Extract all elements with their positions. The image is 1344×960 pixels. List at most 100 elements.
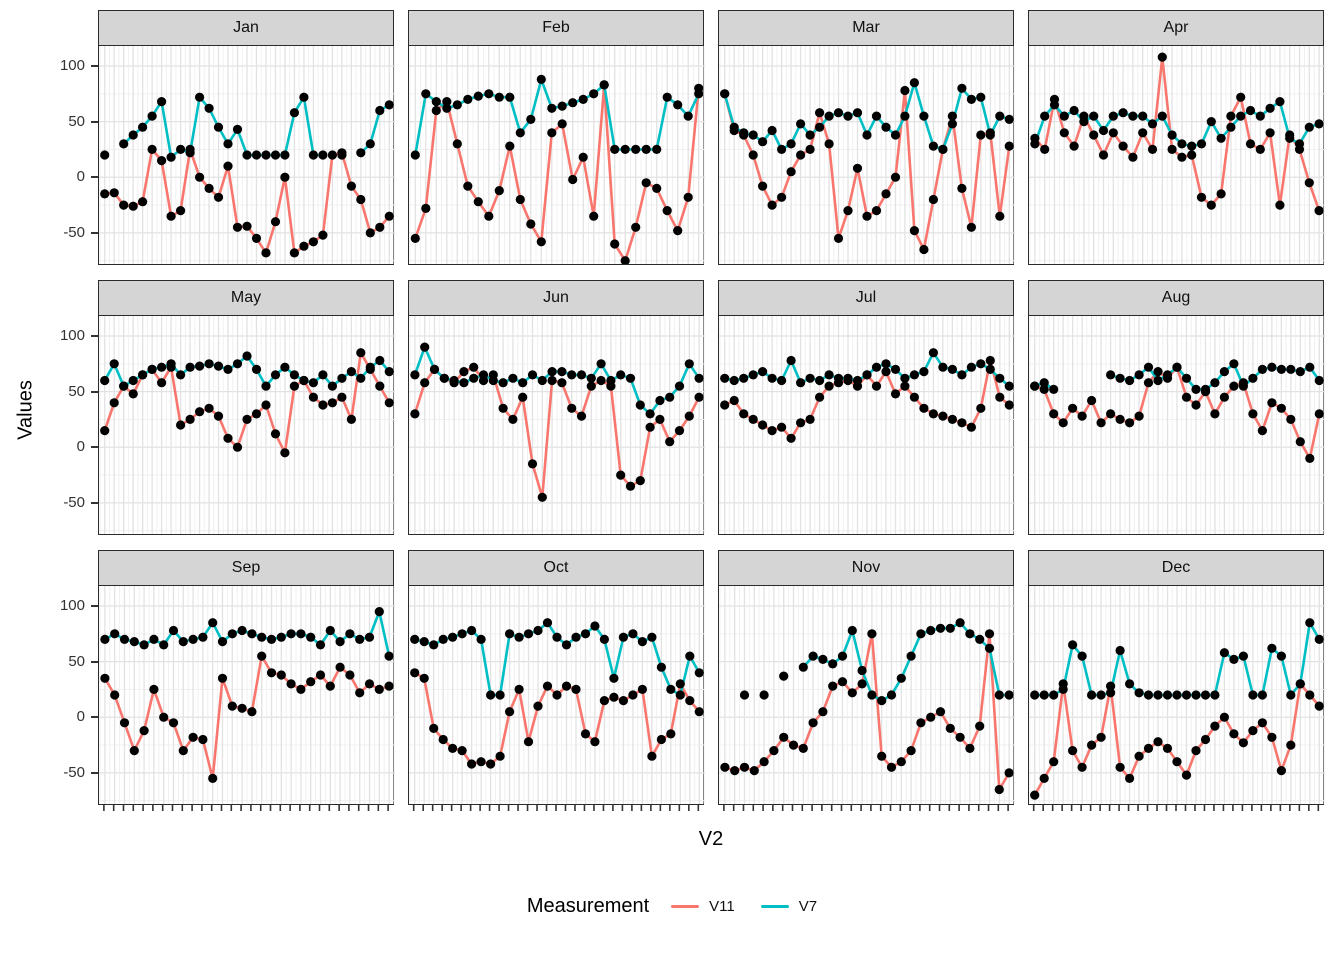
y-tick-label: -50 (63, 493, 85, 511)
facet-strip: Nov (718, 550, 1014, 586)
legend-label: V7 (798, 898, 818, 915)
y-tick-label: 50 (68, 652, 85, 670)
facet-oct: Oct (408, 550, 705, 813)
legend-item-v7: V7 (760, 898, 818, 915)
facet-panel (408, 315, 705, 535)
facet-plot (1029, 46, 1325, 264)
y-tick-label: 100 (59, 597, 85, 615)
facet-strip: Mar (718, 10, 1014, 46)
facet-label: Jun (543, 289, 569, 306)
y-tick-mark (91, 501, 98, 504)
facet-panel (718, 45, 1015, 265)
y-axis-row-1: 100 50 0 -50 (0, 10, 98, 265)
y-tick-mark (91, 231, 98, 234)
y-tick-mark (91, 771, 98, 774)
facet-dec: Dec (1028, 550, 1325, 813)
y-tick-label: 0 (76, 708, 85, 726)
facet-label: Dec (1161, 559, 1191, 576)
facet-plot (409, 316, 705, 534)
facet-label: Nov (851, 559, 881, 576)
facet-plot (719, 316, 1015, 534)
facet-jun: Jun (408, 280, 705, 535)
y-tick-label: 100 (59, 57, 85, 75)
legend: Measurement V11 V7 (0, 895, 1344, 918)
y-tick-mark (91, 120, 98, 123)
facet-plot (99, 586, 395, 804)
x-axis-ticks (408, 805, 704, 813)
y-tick-mark (91, 660, 98, 663)
facet-mar: Mar (718, 10, 1015, 265)
facet-panel (718, 315, 1015, 535)
x-axis-ticks (1028, 805, 1324, 813)
facet-panel (408, 45, 705, 265)
facet-strip: May (98, 280, 394, 316)
facet-label: Apr (1163, 19, 1189, 36)
facet-label: Sep (231, 559, 261, 576)
facet-aug: Aug (1028, 280, 1325, 535)
x-axis-ticks (98, 805, 394, 813)
facet-strip: Jan (98, 10, 394, 46)
y-tick-label: 50 (68, 382, 85, 400)
y-tick-mark (91, 716, 98, 719)
facet-strip: Apr (1028, 10, 1324, 46)
y-axis-row-3: 100 50 0 -50 (0, 550, 98, 813)
x-axis-title: V2 (698, 828, 724, 850)
y-tick-label: 0 (76, 438, 85, 456)
facet-panel (718, 585, 1015, 805)
facet-strip: Oct (408, 550, 704, 586)
facet-jan: Jan (98, 10, 395, 265)
facet-plot (719, 586, 1015, 804)
facet-plot (99, 46, 395, 264)
y-tick-mark (91, 390, 98, 393)
facet-label: Jan (233, 19, 259, 36)
facet-sep: Sep (98, 550, 395, 813)
facet-panel (1028, 585, 1325, 805)
facet-plot (409, 46, 705, 264)
y-tick-mark (91, 65, 98, 68)
y-tick-label: -50 (63, 763, 85, 781)
x-axis-ticks (718, 805, 1014, 813)
y-tick-label: -50 (63, 223, 85, 241)
facet-row-2: 100 50 0 -50 May Jun Jul Aug (0, 280, 1344, 535)
facet-panel (98, 315, 395, 535)
y-tick-mark (91, 605, 98, 608)
facet-panel (98, 585, 395, 805)
legend-key-line-v11 (671, 904, 700, 909)
facet-strip: Sep (98, 550, 394, 586)
facet-label: Aug (1161, 289, 1191, 306)
facet-label: May (230, 289, 262, 306)
facet-plot (1029, 586, 1325, 804)
facet-panel (1028, 45, 1325, 265)
facet-plot (719, 46, 1015, 264)
y-tick-mark (91, 335, 98, 338)
facet-jul: Jul (718, 280, 1015, 535)
facet-label: Feb (542, 19, 570, 36)
facet-label: Oct (543, 559, 569, 576)
y-tick-label: 0 (76, 168, 85, 186)
facet-feb: Feb (408, 10, 705, 265)
facet-panel (408, 585, 705, 805)
y-tick-mark (91, 176, 98, 179)
legend-item-v11: V11 (671, 898, 735, 915)
facet-apr: Apr (1028, 10, 1325, 265)
facet-strip: Jun (408, 280, 704, 316)
facet-plot (409, 586, 705, 804)
facet-may: May (98, 280, 395, 535)
facet-nov: Nov (718, 550, 1015, 813)
facet-plot (99, 316, 395, 534)
facet-strip: Jul (718, 280, 1014, 316)
y-tick-mark (91, 446, 98, 449)
facet-label: Mar (852, 19, 880, 36)
y-tick-label: 50 (68, 112, 85, 130)
facet-strip: Dec (1028, 550, 1324, 586)
y-tick-label: 100 (59, 327, 85, 345)
facet-plot (1029, 316, 1325, 534)
facet-panel (98, 45, 395, 265)
y-axis-row-2: 100 50 0 -50 (0, 280, 98, 535)
facet-row-3: 100 50 0 -50 Sep Oct Nov Dec (0, 550, 1344, 813)
legend-label: V11 (709, 898, 735, 915)
legend-key-line-v7 (760, 904, 789, 909)
legend-title: Measurement (526, 895, 650, 917)
facet-strip: Feb (408, 10, 704, 46)
